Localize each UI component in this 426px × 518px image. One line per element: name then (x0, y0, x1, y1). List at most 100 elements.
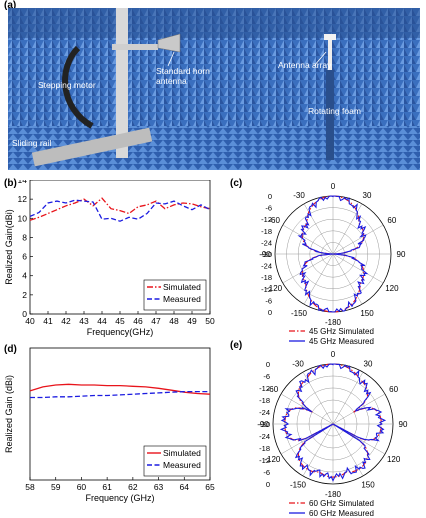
legend-label: Measured (163, 460, 201, 470)
angle-tick-label: -60 (267, 385, 279, 394)
chart-d-gain-58-65ghz: 58 59 60 61 62 63 64 65 Frequency (GHz) Realized … (4, 347, 215, 503)
angle-tick-label: -150 (290, 481, 307, 490)
radial-tick-label: -12 (261, 215, 272, 224)
angle-tick-label: 60 (387, 216, 396, 225)
annotation-antenna-array: Antenna array (278, 60, 332, 70)
anechoic-chamber-photo: Stepping motor Standard horn antenna Ant… (8, 8, 420, 170)
radial-tick-label: -12 (261, 285, 272, 294)
radial-tick-label: -12 (259, 384, 270, 393)
radial-tick-label: 0 (266, 480, 270, 489)
series-line-simulated (29, 383, 211, 395)
legend-label: 60 GHz Simulated (309, 499, 374, 508)
x-tick-label: 43 (79, 316, 89, 326)
polar-series-measured (279, 363, 387, 482)
radial-tick-label: 0 (268, 192, 272, 201)
panel-label-d: (d) (4, 344, 17, 355)
legend-label: Simulated (163, 282, 201, 292)
y-axis-label: Realized Gain(dBi) (4, 209, 14, 285)
y-tick-label: 6 (22, 252, 27, 262)
x-tick-label: 41 (43, 316, 53, 326)
x-tick-label: 61 (102, 482, 112, 492)
angle-tick-label: 120 (387, 455, 401, 464)
x-tick-label: 60 (77, 482, 87, 492)
annotation-horn-antenna: Standard horn antenna (156, 66, 210, 86)
angle-tick-label: -180 (325, 490, 342, 499)
angle-tick-label: -180 (325, 318, 342, 327)
polar-series-simulated (284, 363, 382, 478)
annotation-sliding-rail: Sliding rail (12, 138, 51, 148)
angle-tick-label: 90 (397, 250, 406, 259)
radial-tick-label: -6 (263, 468, 270, 477)
angle-tick-label: 150 (361, 481, 375, 490)
legend-box (143, 279, 207, 311)
polar-spoke (302, 371, 334, 425)
radial-tick-label: 0 (266, 360, 270, 369)
x-tick-label: 50 (205, 316, 215, 326)
y-tick-label: 4 (22, 271, 27, 281)
polar-series-measured (297, 195, 369, 313)
x-tick-label: 44 (97, 316, 107, 326)
angle-tick-label: -60 (268, 216, 280, 225)
x-tick-label: 58 (25, 482, 35, 492)
chart-b-gain-40-50ghz: 40 41 42 43 44 45 46 47 48 49 5002468101214Frequen… (4, 180, 215, 337)
radial-tick-label: -18 (261, 227, 272, 236)
y-tick-label: 8 (22, 232, 27, 242)
polar-spoke (332, 393, 386, 425)
panel-label-b: (b) (4, 178, 17, 189)
annotation-rotating-foam: Rotating foam (308, 106, 361, 116)
y-tick-label: 2 (22, 290, 27, 300)
x-tick-label: 46 (133, 316, 143, 326)
legend-label: 60 GHz Measured (309, 509, 374, 516)
series-line-simulated (29, 197, 211, 221)
x-tick-label: 40 (25, 316, 35, 326)
angle-tick-label: 30 (364, 359, 373, 368)
angle-tick-label: 150 (360, 309, 374, 318)
series-line-measured (29, 199, 211, 222)
legend-label: 45 GHz Measured (309, 337, 374, 344)
radial-tick-label: -24 (261, 262, 272, 271)
radial-tick-label: -18 (261, 273, 272, 282)
annotation-stepping-motor: Stepping motor (38, 80, 96, 90)
plot-frame (29, 347, 211, 481)
panel-label-a: (a) (4, 0, 17, 11)
angle-tick-label: 90 (399, 420, 408, 429)
angle-tick-label: -90 (257, 420, 269, 429)
radial-tick-label: -12 (259, 456, 270, 465)
angle-tick-label: 0 (331, 350, 336, 359)
angle-tick-label: -150 (291, 309, 308, 318)
radial-tick-label: -30 (261, 250, 272, 259)
x-tick-label: 64 (180, 482, 190, 492)
x-axis-label: Frequency (GHz) (85, 493, 154, 503)
y-tick-label: 14 (18, 180, 28, 185)
legend-box (143, 445, 207, 477)
chamber-illustration: Stepping motor Standard horn antenna Ant… (8, 8, 420, 170)
series-line-measured (30, 390, 210, 399)
x-tick-label: 59 (51, 482, 61, 492)
x-tick-label: 45 (115, 316, 125, 326)
radial-tick-label: 0 (268, 308, 272, 317)
radial-tick-label: -18 (259, 396, 270, 405)
x-tick-label: 48 (169, 316, 179, 326)
angle-tick-label: -120 (264, 455, 281, 464)
x-tick-label: 65 (205, 482, 215, 492)
panel-label-c: (c) (230, 178, 243, 189)
legend-label: 45 GHz Simulated (309, 327, 374, 336)
y-tick-label: 0 (22, 309, 27, 319)
radial-tick-label: -24 (259, 432, 270, 441)
polar-spoke (282, 253, 334, 284)
angle-tick-label: -30 (293, 191, 305, 200)
radial-tick-label: -6 (265, 296, 272, 305)
angle-tick-label: -120 (266, 284, 283, 293)
polar-spoke (332, 423, 364, 477)
radial-tick-label: -24 (261, 238, 272, 247)
radial-tick-label: -6 (265, 204, 272, 213)
angle-tick-label: -90 (259, 250, 271, 259)
y-tick-label: 10 (18, 213, 28, 223)
x-axis-label: Frequency(GHz) (87, 327, 154, 337)
angle-tick-label: -30 (292, 359, 304, 368)
polar-spoke (282, 224, 334, 255)
chart-e-polar-60ghz: 0306090120150-180-150-120-90-60-300-6-12… (257, 350, 408, 516)
angle-tick-label: 120 (385, 284, 399, 293)
polar-spoke (332, 253, 384, 284)
panel-label-e: (e) (230, 340, 243, 351)
